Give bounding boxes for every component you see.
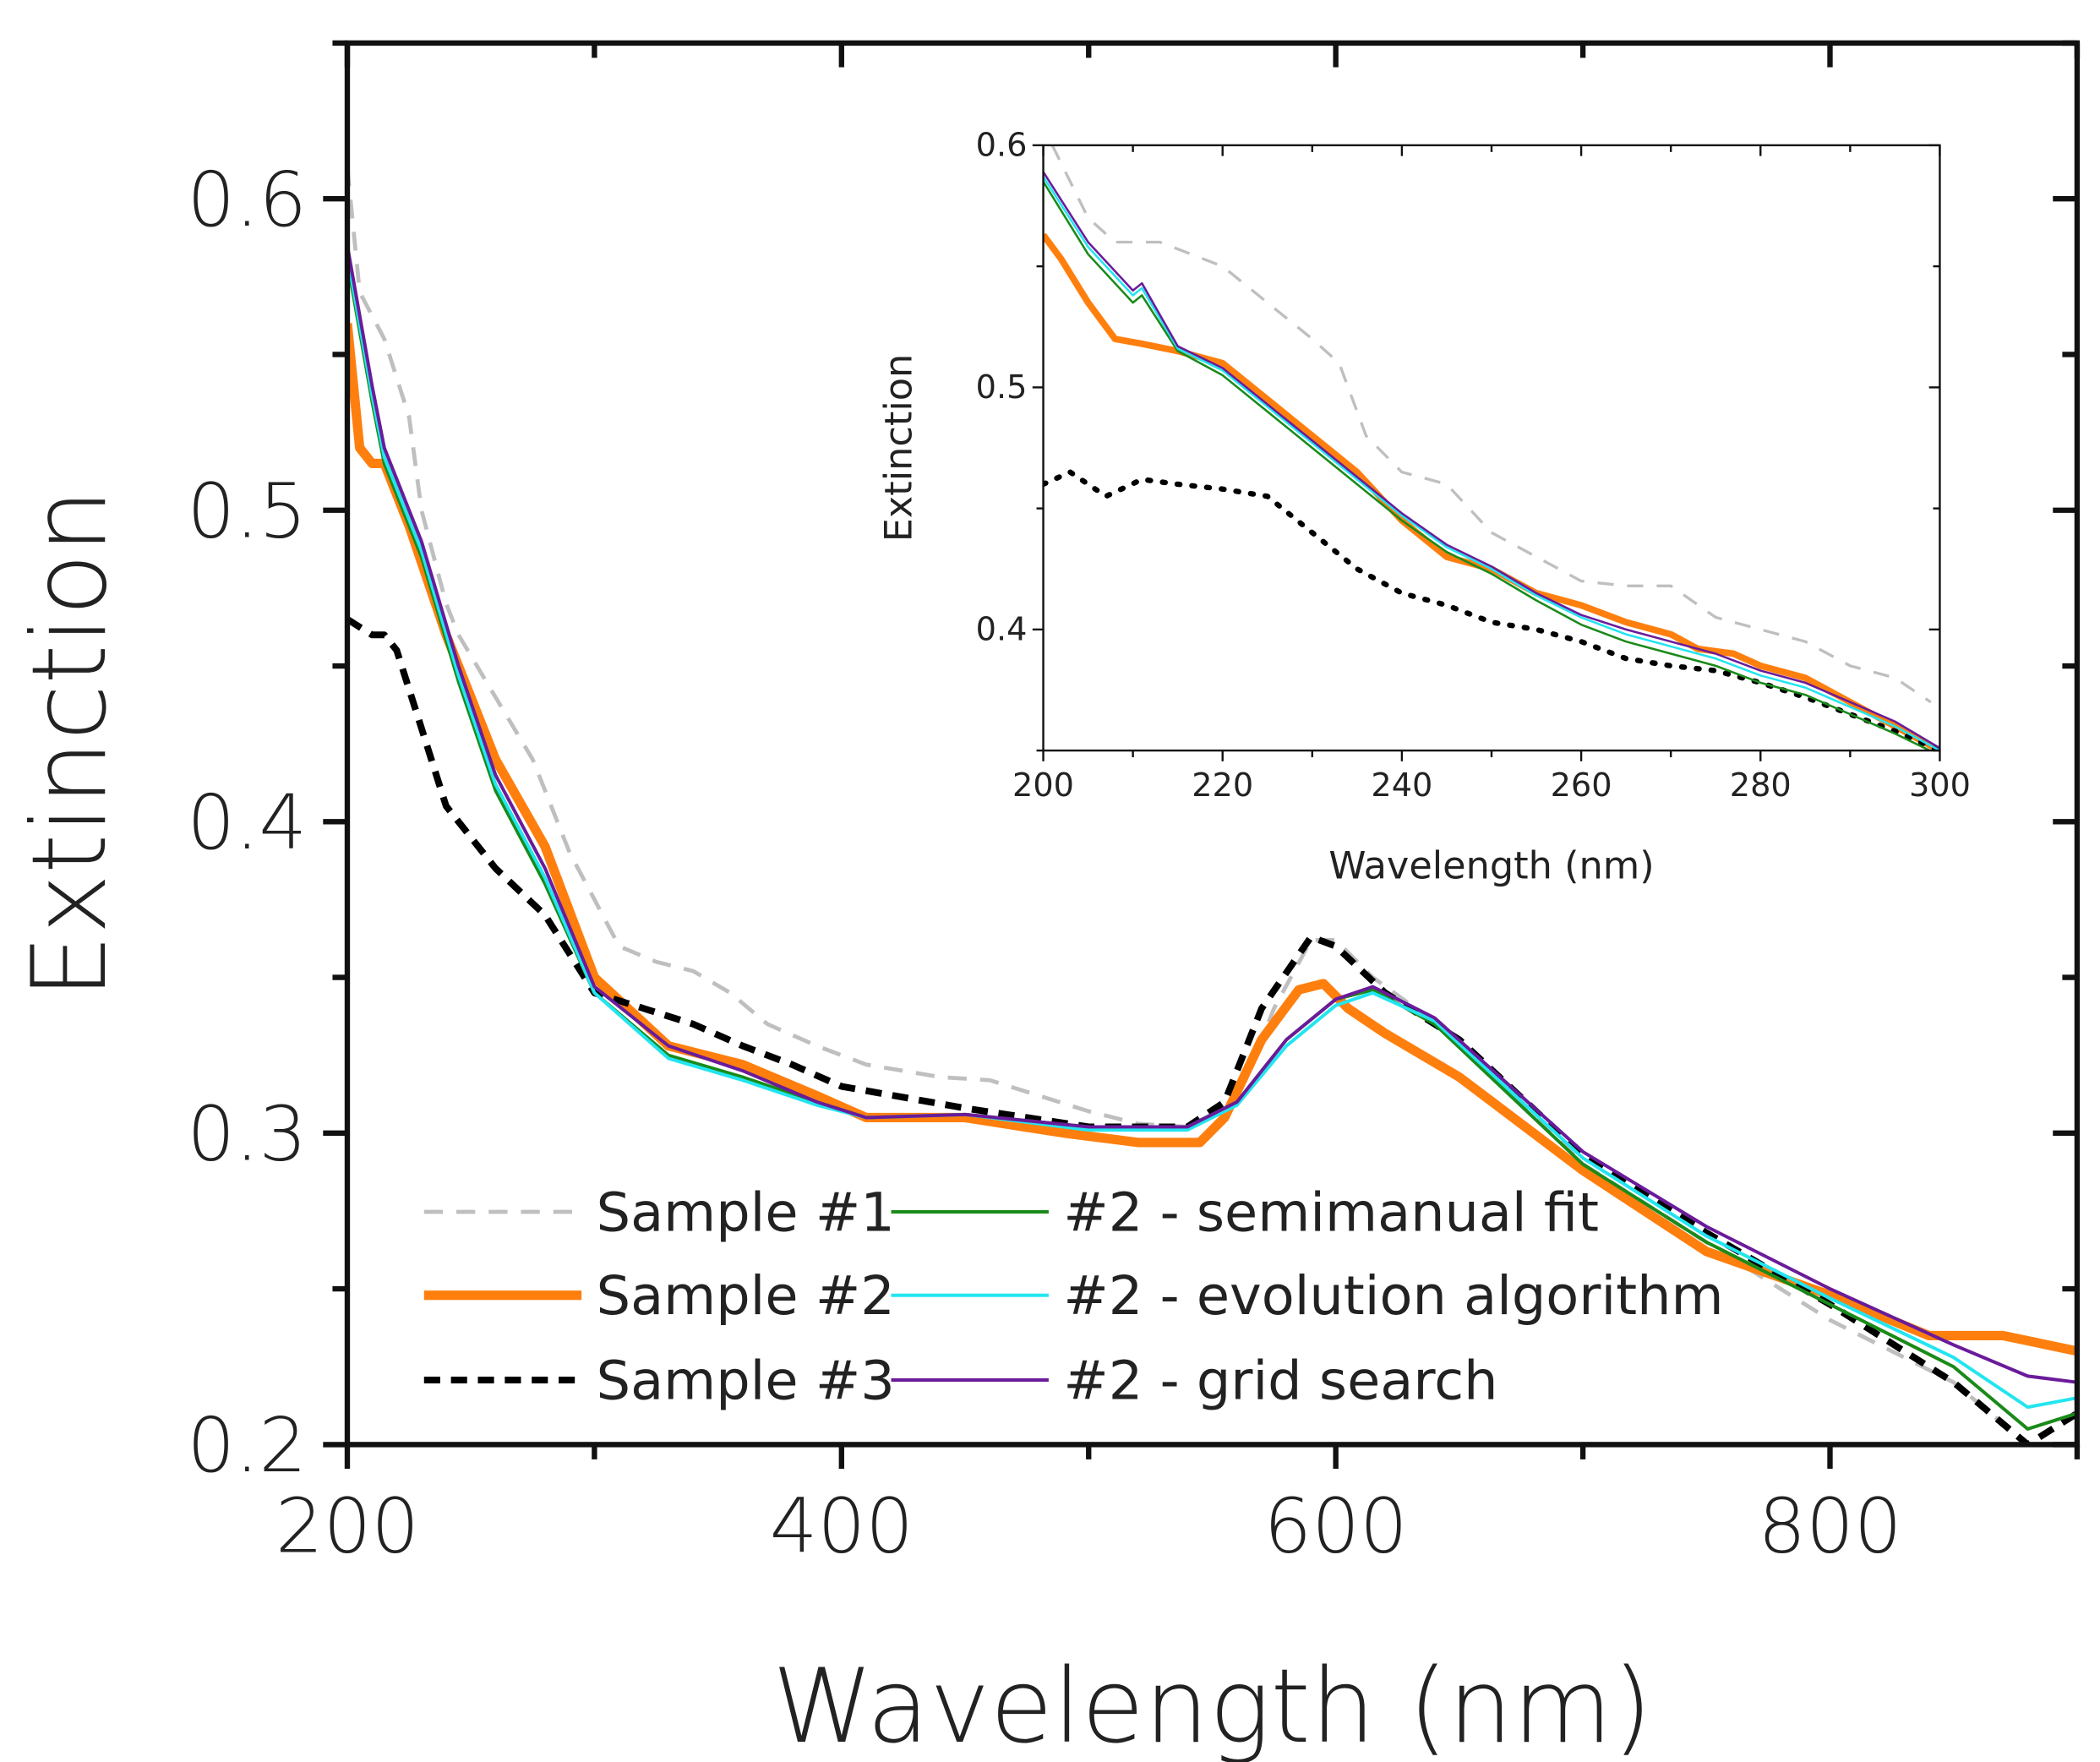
- legend-label-1: Sample #2: [597, 1265, 895, 1328]
- legend-label-4: #2 - evolution algorithm: [1063, 1265, 1723, 1328]
- x-tick-label: 600: [1264, 1483, 1408, 1571]
- series-line-0: [346, 167, 2029, 1445]
- legend-label-5: #2 - grid search: [1063, 1350, 1497, 1412]
- series-line-5: [1043, 171, 1940, 750]
- main-plot: 200 400 600 800 0.2 0.3 0.4 0.5 0.6 Wavelength (n…: [10, 40, 2081, 1762]
- y-tick-label: 0.4: [976, 612, 1028, 649]
- y-tick-label: 0.6: [976, 128, 1028, 165]
- x-tick-label: 240: [1371, 767, 1432, 805]
- series-group: [346, 167, 2077, 1445]
- x-tick-label: 280: [1730, 767, 1792, 805]
- y-axis-title: Extinction: [876, 354, 920, 542]
- series-line-2: [1043, 469, 1940, 751]
- legend-label-2: Sample #3: [597, 1350, 895, 1412]
- x-axis-title: Wavelength (nm): [772, 1647, 1652, 1762]
- series-line-4: [1043, 176, 1940, 751]
- y-tick-label: 0.3: [187, 1091, 307, 1179]
- legend-label-0: Sample #1: [597, 1181, 895, 1244]
- y-tick-label: 0.4: [187, 779, 307, 867]
- y-axis-title: Extinction: [10, 488, 129, 999]
- x-tick-label: 200: [275, 1483, 419, 1571]
- y-tick-label: 0.2: [187, 1402, 307, 1490]
- axes-frame: [344, 40, 2081, 1448]
- legend-label-3: #2 - semimanual fit: [1063, 1181, 1599, 1244]
- series-line-3: [1043, 181, 1933, 751]
- series-group: [1043, 145, 1940, 751]
- x-tick-label: 220: [1192, 767, 1253, 805]
- series-line-2: [346, 616, 2077, 1445]
- y-tick-label: 0.5: [976, 369, 1028, 406]
- series-line-5: [346, 245, 2077, 1384]
- y-tick-label: 0.6: [187, 156, 307, 244]
- x-tick-label: 260: [1551, 767, 1612, 805]
- x-tick-label: 400: [770, 1483, 914, 1571]
- y-tick-label: 0.5: [187, 468, 307, 556]
- inset-plot: 200 220 240 260 280 300 0.4 0.5 0.6 Wavelength (n…: [876, 128, 1971, 888]
- x-tick-label: 300: [1909, 767, 1971, 805]
- legend: Sample #1 Sample #2 Sample #3 #2 - semimanu…: [423, 1181, 1724, 1412]
- inset-background: [1043, 145, 1940, 751]
- x-tick-label: 800: [1758, 1483, 1901, 1571]
- x-tick-label: 200: [1012, 767, 1074, 805]
- x-axis-title: Wavelength (nm): [1328, 843, 1654, 887]
